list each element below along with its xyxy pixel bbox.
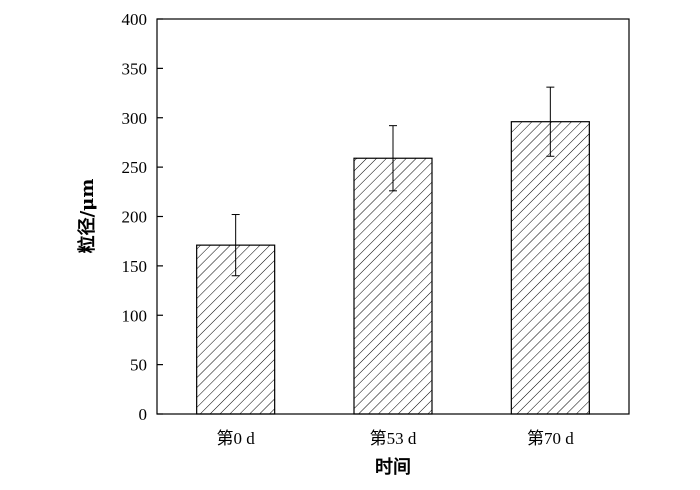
- y-tick-label: 350: [122, 59, 148, 78]
- y-tick-label: 300: [122, 109, 148, 128]
- y-tick-label: 200: [122, 208, 148, 227]
- bar: [353, 157, 433, 415]
- y-tick-label: 400: [122, 10, 148, 29]
- x-axis: 第0 d 第53 d 第70 d: [217, 429, 575, 448]
- y-tick-label: 50: [130, 356, 147, 375]
- x-tick-label: 第53 d: [370, 429, 417, 448]
- x-axis-title: 时间: [375, 457, 411, 478]
- bar: [510, 121, 590, 415]
- x-tick-label: 第70 d: [527, 429, 574, 448]
- y-tick-label: 100: [122, 306, 148, 325]
- y-tick-label: 0: [139, 405, 148, 424]
- x-tick-label: 第0 d: [217, 429, 256, 448]
- y-axis-title: 粒径/μm: [76, 179, 98, 254]
- y-axis: 0 50 100 150 200 250 300 350 400: [122, 10, 163, 424]
- bars: [196, 86, 590, 415]
- y-tick-label: 250: [122, 158, 148, 177]
- y-tick-label: 150: [122, 257, 148, 276]
